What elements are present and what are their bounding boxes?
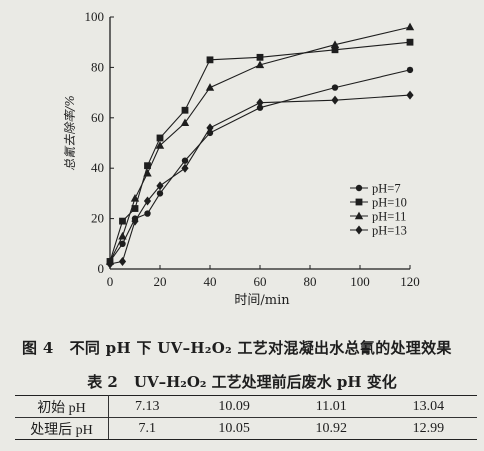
table-cell: 11.01: [282, 395, 380, 418]
y-axis-label: 总氰去除率/%: [63, 95, 77, 170]
data-point: [256, 53, 264, 61]
data-point: [130, 194, 140, 202]
table-number: 表 2: [87, 373, 118, 391]
y-tick-label: 60: [91, 110, 104, 125]
data-point: [330, 40, 340, 48]
legend-marker: [355, 198, 363, 206]
table-cell: 10.92: [282, 417, 380, 440]
series-line-3: [109, 26, 411, 262]
removal-rate-chart: 0 20 40 60 80 100 120 0 20 40 60 80 100 时间/min 总氰去除率/%…: [63, 9, 420, 308]
data-point: [255, 60, 265, 69]
x-tick-label: 100: [350, 274, 370, 289]
y-tick-label: 20: [91, 211, 104, 226]
data-point: [118, 256, 127, 266]
data-point: [155, 141, 165, 149]
legend-marker: [355, 225, 363, 235]
data-point: [206, 123, 214, 133]
data-point: [331, 84, 339, 91]
data-point: [143, 196, 152, 206]
figure-caption: 图 4 不同 pH 下 UV–H₂O₂ 工艺对混凝出水总氰的处理效果: [22, 337, 452, 358]
x-tick-label: 120: [400, 274, 420, 289]
data-point: [206, 56, 214, 64]
table-cell: 13.04: [379, 395, 477, 418]
table-row: 初始 pH 7.13 10.09 11.01 13.04: [15, 395, 477, 418]
ph-change-table: 初始 pH 7.13 10.09 11.01 13.04 处理后 pH 7.1 …: [15, 395, 477, 440]
data-point: [181, 106, 189, 114]
x-tick-label: 80: [304, 274, 317, 289]
data-point: [119, 217, 126, 225]
data-point: [156, 190, 164, 197]
data-point: [118, 231, 127, 240]
y-tick-label: 0: [98, 261, 105, 276]
data-point: [156, 181, 164, 191]
table-row: 处理后 pH 7.1 10.05 10.92 12.99: [15, 417, 477, 440]
x-tick-label: 40: [204, 274, 217, 289]
y-tick-label: 80: [91, 59, 104, 74]
data-point: [119, 240, 126, 247]
data-point: [406, 66, 414, 74]
data-point: [106, 259, 114, 269]
x-tick-label: 20: [154, 274, 167, 289]
table-cell: 12.99: [379, 417, 477, 440]
table-cell: 7.1: [108, 417, 186, 440]
data-point: [143, 168, 152, 177]
legend-label: pH=10: [372, 196, 407, 210]
data-point: [180, 118, 190, 127]
table-cell: 7.13: [108, 395, 186, 418]
table-caption-text: UV–H₂O₂ 工艺处理前后废水 pH 变化: [133, 373, 397, 391]
data-point: [144, 210, 151, 217]
series-line-4: [109, 94, 411, 265]
y-tick-label: 100: [85, 9, 105, 24]
data-point: [131, 216, 139, 226]
legend-label: pH=11: [372, 210, 406, 224]
data-point: [331, 95, 339, 105]
data-point: [131, 205, 139, 212]
table-cell: 10.05: [185, 417, 283, 440]
row-label: 处理后 pH: [15, 417, 109, 440]
figure-caption-text: 不同 pH 下 UV–H₂O₂ 工艺对混凝出水总氰的处理效果: [69, 339, 452, 357]
data-point: [406, 38, 414, 46]
legend-label: pH=13: [372, 224, 407, 238]
y-tick-label: 40: [91, 160, 104, 175]
x-axis-label: 时间/min: [234, 293, 290, 308]
legend-marker: [355, 184, 363, 192]
data-point: [406, 90, 414, 100]
data-point: [256, 104, 264, 111]
row-label: 初始 pH: [15, 395, 109, 418]
legend-marker: [354, 211, 364, 220]
data-point: [405, 22, 415, 31]
data-point: [156, 134, 164, 142]
series-line-2: [109, 41, 411, 262]
table-cell: 10.09: [185, 395, 283, 418]
data-point: [144, 162, 151, 170]
data-point: [181, 157, 189, 164]
data-point: [205, 83, 215, 91]
figure-number: 图 4: [22, 339, 54, 357]
x-tick-label: 60: [254, 274, 267, 289]
legend-label: pH=7: [372, 182, 401, 196]
data-point: [256, 98, 264, 108]
data-point: [331, 46, 339, 54]
table-caption: 表 2 UV–H₂O₂ 工艺处理前后废水 pH 变化: [0, 371, 484, 392]
data-point: [181, 163, 189, 173]
x-tick-label: 0: [107, 274, 114, 289]
